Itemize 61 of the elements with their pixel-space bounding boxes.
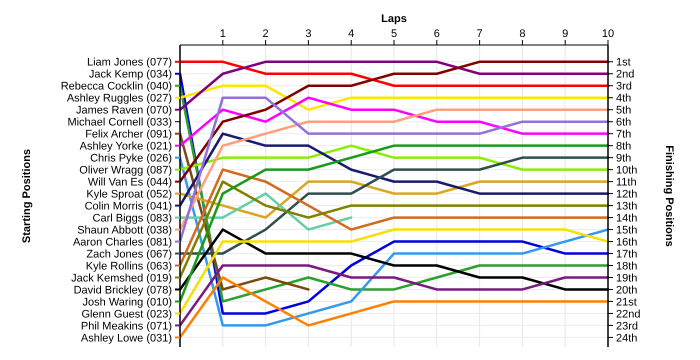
x-tick-label: 3 bbox=[305, 28, 312, 40]
legend-label: Felix Archer (091) bbox=[85, 128, 172, 141]
legend-label: Chris Pyke (026) bbox=[90, 152, 172, 164]
y-tick-label: 18th bbox=[616, 260, 638, 272]
x-tick-label: 2 bbox=[262, 28, 269, 40]
x-tick-label: 5 bbox=[390, 28, 398, 40]
y-axis-title: Finishing Positions bbox=[663, 145, 675, 247]
legend-label: Rebecca Cocklin (040) bbox=[60, 80, 172, 93]
legend-label: Ashley Lowe (031) bbox=[80, 332, 172, 344]
y-tick-label: 3rd bbox=[616, 80, 632, 93]
x-tick-label: 1 bbox=[220, 28, 226, 40]
legend-label: Will Van Es (044) bbox=[88, 176, 172, 188]
y-tick-label: 14th bbox=[616, 212, 638, 224]
legend-label: Oliver Wragg (087) bbox=[79, 164, 172, 176]
y-tick-label: 10th bbox=[616, 164, 638, 176]
y-tick-label: 21st bbox=[616, 296, 637, 308]
legend-label: Aaron Charles (081) bbox=[72, 236, 172, 248]
x-tick-label: 7 bbox=[476, 28, 483, 40]
y-tick-label: 12th bbox=[616, 188, 638, 200]
legend-label: Kyle Sproat (052) bbox=[86, 188, 172, 200]
legend-label: Glenn Guest (023) bbox=[82, 308, 172, 320]
y-tick-label: 24th bbox=[616, 332, 638, 344]
legend-label: Ashley Ruggles (027) bbox=[66, 92, 172, 105]
x-tick-label: 4 bbox=[348, 28, 354, 40]
y-tick-label: 7th bbox=[616, 128, 632, 141]
y-tick-label: 20th bbox=[616, 284, 638, 296]
y-tick-label: 16th bbox=[616, 236, 638, 248]
text: Michael Cornell (033) bbox=[67, 116, 172, 129]
x-axis-title: Laps bbox=[381, 13, 407, 25]
legend-label: Zach Jones (067) bbox=[86, 248, 172, 260]
legend-label: Jack Kemshed (019) bbox=[71, 272, 172, 284]
y-tick-label: 9th bbox=[616, 152, 632, 164]
y-tick-label: 19th bbox=[616, 272, 638, 284]
y-tick-label: 22nd bbox=[616, 308, 640, 320]
x-tick-label: 8 bbox=[519, 28, 526, 40]
y-tick-label: 2nd bbox=[616, 68, 634, 81]
y-tick-label: 4th bbox=[616, 92, 632, 105]
legend-label: Colin Morris (041) bbox=[84, 200, 172, 212]
legend-label: Josh Waring (010) bbox=[82, 296, 172, 308]
y-tick-label: 17th bbox=[616, 248, 638, 260]
legend-label: Phil Meakins (071) bbox=[80, 320, 172, 332]
legend-label: Kyle Rollins (063) bbox=[86, 260, 172, 272]
legend-label: Shaun Abbott (038) bbox=[77, 224, 172, 236]
y-tick-label: 13th bbox=[616, 200, 638, 212]
x-tick-label: 9 bbox=[562, 28, 568, 40]
y-tick-label: 23rd bbox=[616, 320, 638, 332]
legend-label: Liam Jones (077) bbox=[87, 56, 172, 69]
y-tick-label: 5th bbox=[616, 104, 632, 117]
x-tick-label: 6 bbox=[434, 28, 440, 40]
legend-label: David Brickley (078) bbox=[74, 284, 172, 296]
legend-title: Starting Positions bbox=[21, 148, 33, 244]
y-tick-label: 15th bbox=[616, 224, 638, 236]
y-tick-label: 8th bbox=[616, 140, 632, 153]
y-tick-label: 1st bbox=[616, 56, 631, 69]
legend-label: Jack Kemp (034) bbox=[88, 68, 172, 81]
legend-label: Ashley Yorke (021) bbox=[80, 140, 172, 153]
y-tick-label: 6th bbox=[616, 116, 632, 129]
x-tick-label: 10 bbox=[602, 28, 614, 40]
y-tick-label: 11th bbox=[616, 176, 637, 188]
legend-label: James Raven (070) bbox=[76, 104, 172, 117]
legend-label: Carl Biggs (083) bbox=[92, 212, 172, 224]
